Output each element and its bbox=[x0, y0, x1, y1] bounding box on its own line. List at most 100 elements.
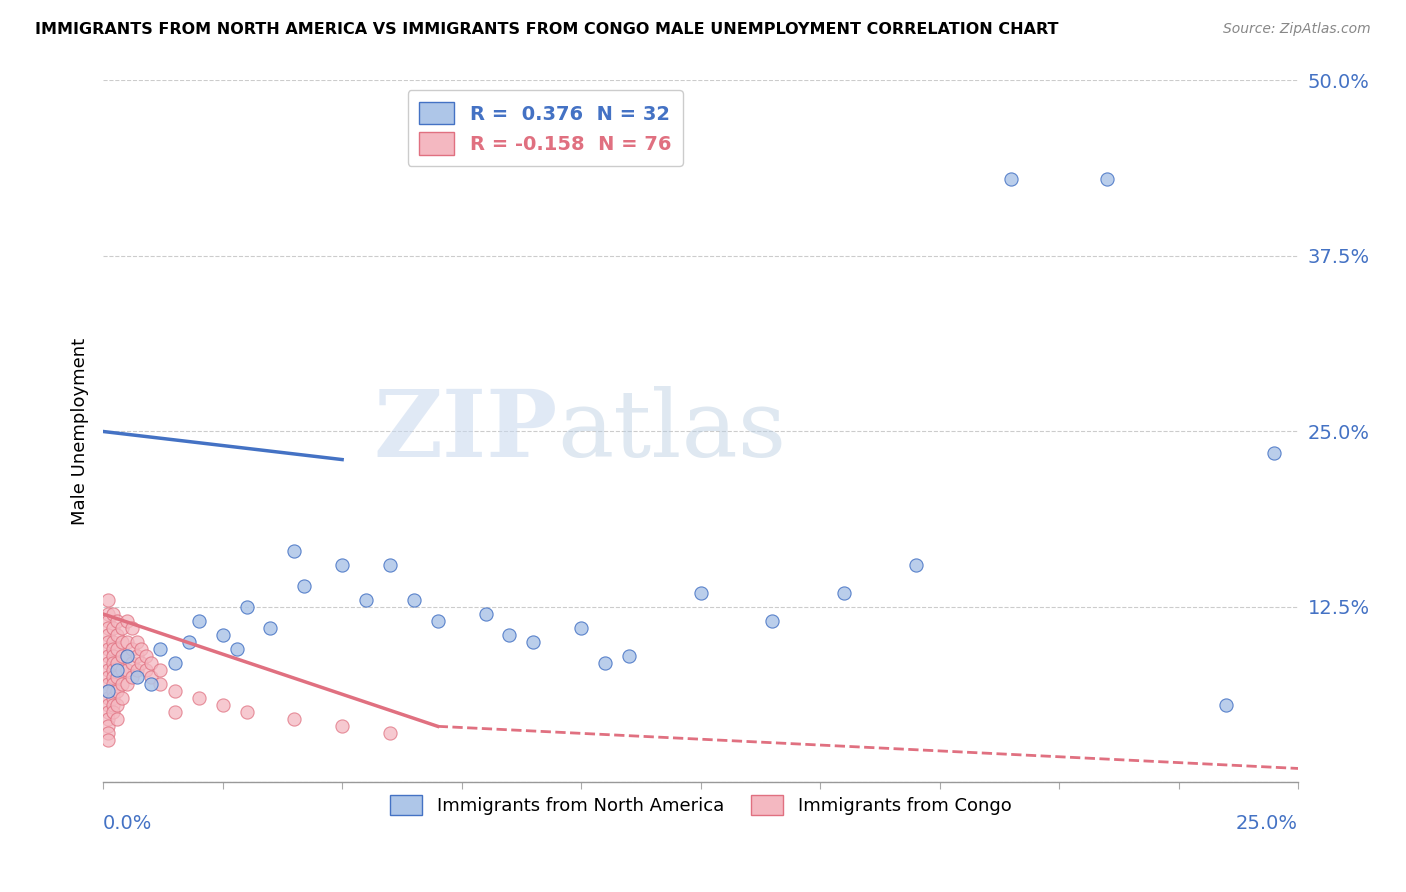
Point bbox=[101, 607, 124, 621]
Point bbox=[211, 628, 233, 642]
Point bbox=[135, 649, 157, 664]
Point bbox=[97, 607, 120, 621]
Point bbox=[97, 642, 120, 657]
Point bbox=[283, 544, 305, 558]
Point bbox=[97, 684, 120, 698]
Point bbox=[111, 677, 134, 691]
Point bbox=[259, 621, 281, 635]
Point bbox=[904, 558, 927, 572]
Y-axis label: Male Unemployment: Male Unemployment bbox=[72, 338, 89, 525]
Point bbox=[97, 656, 120, 670]
Point bbox=[97, 593, 120, 607]
Point bbox=[1000, 171, 1022, 186]
Point bbox=[131, 642, 153, 657]
Point bbox=[149, 663, 172, 677]
Point bbox=[426, 614, 449, 628]
Point bbox=[97, 628, 120, 642]
Point bbox=[97, 614, 120, 628]
Point bbox=[235, 599, 257, 614]
Point bbox=[115, 677, 138, 691]
Point bbox=[97, 719, 120, 733]
Point bbox=[163, 684, 186, 698]
Point bbox=[330, 719, 353, 733]
Point bbox=[498, 628, 520, 642]
Point bbox=[593, 656, 616, 670]
Point bbox=[832, 586, 855, 600]
Point bbox=[101, 677, 124, 691]
Point bbox=[235, 706, 257, 720]
Point bbox=[101, 649, 124, 664]
Text: IMMIGRANTS FROM NORTH AMERICA VS IMMIGRANTS FROM CONGO MALE UNEMPLOYMENT CORRELA: IMMIGRANTS FROM NORTH AMERICA VS IMMIGRA… bbox=[35, 22, 1059, 37]
Point bbox=[125, 649, 148, 664]
Point bbox=[125, 670, 148, 684]
Point bbox=[101, 691, 124, 706]
Point bbox=[1263, 445, 1285, 459]
Point bbox=[121, 642, 143, 657]
Point bbox=[101, 670, 124, 684]
Point bbox=[292, 579, 315, 593]
Point bbox=[107, 656, 129, 670]
Point bbox=[111, 621, 134, 635]
Point bbox=[283, 712, 305, 726]
Point bbox=[97, 649, 120, 664]
Point bbox=[107, 684, 129, 698]
Point bbox=[187, 691, 209, 706]
Point bbox=[97, 677, 120, 691]
Point bbox=[97, 712, 120, 726]
Point bbox=[149, 642, 172, 657]
Point bbox=[125, 635, 148, 649]
Point bbox=[97, 733, 120, 747]
Point bbox=[761, 614, 783, 628]
Point bbox=[97, 706, 120, 720]
Point bbox=[107, 628, 129, 642]
Point bbox=[97, 663, 120, 677]
Point bbox=[111, 635, 134, 649]
Point bbox=[179, 635, 201, 649]
Point bbox=[125, 663, 148, 677]
Point bbox=[149, 677, 172, 691]
Point bbox=[139, 677, 162, 691]
Point bbox=[474, 607, 496, 621]
Point bbox=[101, 621, 124, 635]
Text: ZIP: ZIP bbox=[373, 386, 557, 476]
Point bbox=[569, 621, 592, 635]
Point bbox=[111, 663, 134, 677]
Point bbox=[330, 558, 353, 572]
Point bbox=[97, 670, 120, 684]
Point bbox=[354, 593, 377, 607]
Point bbox=[115, 635, 138, 649]
Point bbox=[522, 635, 544, 649]
Legend: Immigrants from North America, Immigrants from Congo: Immigrants from North America, Immigrant… bbox=[382, 788, 1019, 822]
Point bbox=[115, 649, 138, 664]
Point bbox=[107, 663, 129, 677]
Text: 25.0%: 25.0% bbox=[1236, 814, 1298, 833]
Point bbox=[97, 684, 120, 698]
Point bbox=[139, 670, 162, 684]
Point bbox=[378, 726, 401, 740]
Point bbox=[97, 698, 120, 713]
Point bbox=[139, 656, 162, 670]
Point bbox=[115, 649, 138, 664]
Point bbox=[97, 635, 120, 649]
Point bbox=[101, 656, 124, 670]
Point bbox=[689, 586, 711, 600]
Point bbox=[107, 670, 129, 684]
Point bbox=[107, 712, 129, 726]
Point bbox=[97, 621, 120, 635]
Point bbox=[163, 706, 186, 720]
Point bbox=[402, 593, 425, 607]
Point bbox=[1095, 171, 1118, 186]
Point bbox=[101, 706, 124, 720]
Point bbox=[101, 642, 124, 657]
Point bbox=[1215, 698, 1237, 713]
Point bbox=[131, 656, 153, 670]
Point bbox=[107, 642, 129, 657]
Point bbox=[107, 698, 129, 713]
Point bbox=[115, 614, 138, 628]
Point bbox=[101, 635, 124, 649]
Point bbox=[101, 698, 124, 713]
Point bbox=[617, 649, 640, 664]
Point bbox=[378, 558, 401, 572]
Point bbox=[121, 670, 143, 684]
Point bbox=[107, 614, 129, 628]
